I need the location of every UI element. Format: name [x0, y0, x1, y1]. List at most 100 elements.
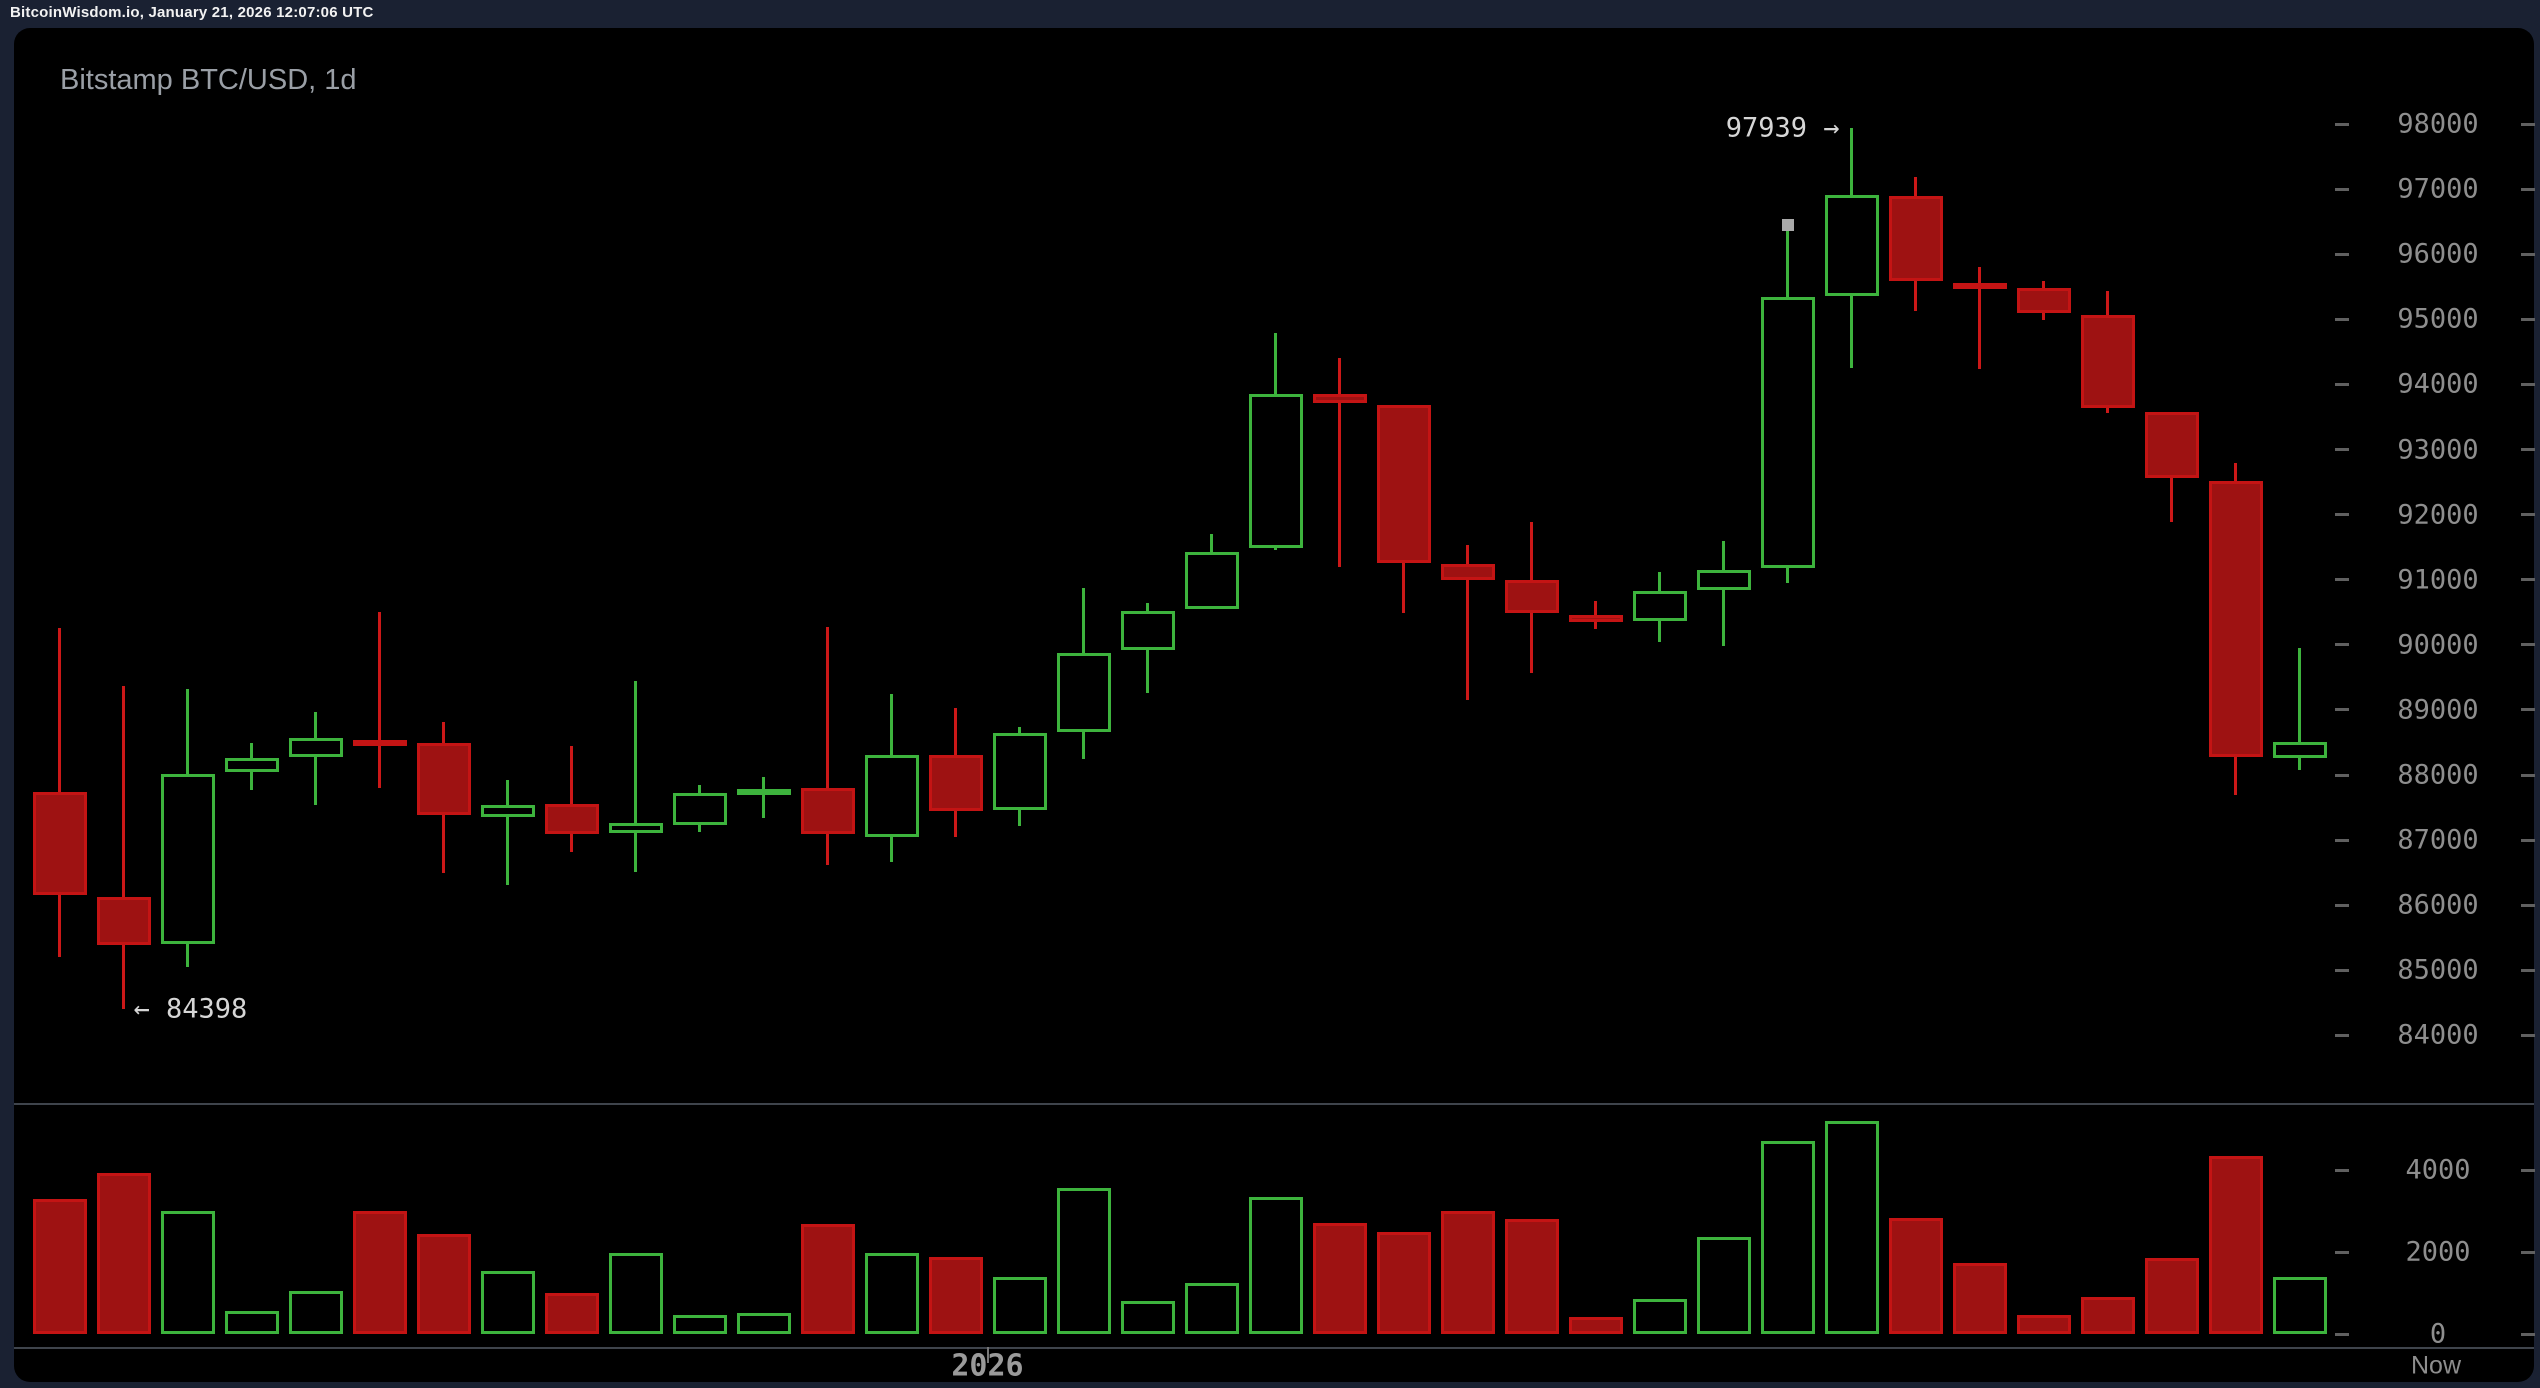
volume-bar	[992, 1277, 1047, 1334]
price-axis-label: 84000	[2397, 1019, 2479, 1051]
price-axis-label: 87000	[2397, 824, 2479, 856]
volume-bar	[544, 1293, 599, 1334]
candle-body	[2272, 741, 2327, 759]
price-axis-tick	[2335, 773, 2349, 777]
price-axis-tick	[2335, 838, 2349, 842]
volume-bar	[1120, 1301, 1175, 1334]
price-axis-tick	[2521, 513, 2535, 517]
price-axis-tick	[2335, 1033, 2349, 1037]
volume-axis-tick	[2521, 1250, 2535, 1254]
candle-body	[1760, 297, 1815, 568]
header-bar: BitcoinWisdom.io, January 21, 2026 12:07…	[0, 0, 2540, 28]
low-price-annotation: ← 84398	[133, 993, 248, 1025]
candle-wick	[1338, 358, 1341, 568]
price-axis-tick	[2521, 838, 2535, 842]
chart-card[interactable]: Bitstamp BTC/USD, 1d	[14, 28, 2534, 1382]
candle-wick	[378, 612, 381, 789]
price-axis-tick	[2335, 513, 2349, 517]
price-axis-tick	[2335, 122, 2349, 126]
candle-wick	[634, 681, 637, 872]
volume-bar	[352, 1211, 407, 1334]
candle-body	[1568, 614, 1623, 622]
candle-wick	[826, 627, 829, 865]
price-axis-tick	[2521, 448, 2535, 451]
price-axis-tick	[2521, 643, 2535, 647]
price-axis-label: 92000	[2397, 499, 2479, 531]
price-axis-tick	[2521, 1033, 2535, 1037]
candle-wick	[314, 711, 317, 805]
price-axis-tick	[2521, 968, 2535, 972]
volume-axis-label: 4000	[2405, 1154, 2471, 1186]
volume-bar	[1760, 1140, 1815, 1334]
volume-bar	[1504, 1219, 1559, 1334]
volume-bar	[224, 1311, 279, 1334]
candle-body	[2144, 411, 2199, 479]
price-axis-label: 98000	[2397, 108, 2479, 140]
volume-bar	[1184, 1283, 1239, 1334]
volume-bar	[1824, 1121, 1879, 1334]
price-axis-label: 90000	[2397, 629, 2479, 661]
price-axis-tick	[2521, 317, 2535, 321]
volume-bar	[1248, 1197, 1303, 1334]
volume-bar	[288, 1290, 343, 1334]
volume-bar	[480, 1270, 535, 1334]
candle-body	[1504, 579, 1559, 613]
order-marker-square[interactable]	[1781, 218, 1794, 231]
candle-body	[608, 823, 663, 833]
price-axis-tick	[2521, 382, 2535, 386]
volume-axis-tick	[2521, 1168, 2535, 1172]
price-axis-tick	[2521, 773, 2535, 777]
price-axis-tick	[2521, 122, 2535, 126]
price-axis-tick	[2335, 382, 2349, 386]
volume-axis-tick	[2335, 1168, 2349, 1172]
volume-bar	[1568, 1317, 1623, 1334]
candle-body	[1120, 610, 1175, 650]
volume-bar	[736, 1313, 791, 1334]
volume-bar	[800, 1224, 855, 1334]
year-boundary-tick	[986, 1347, 989, 1363]
candle-wick	[506, 780, 509, 885]
candle-body	[352, 739, 407, 746]
volume-bottom-border	[14, 1347, 2534, 1349]
price-axis-label: 95000	[2397, 303, 2479, 335]
candle-body	[544, 804, 599, 835]
price-axis-label: 91000	[2397, 564, 2479, 596]
volume-bar	[2016, 1315, 2071, 1334]
price-axis-label: 86000	[2397, 889, 2479, 921]
candle-body	[2208, 480, 2263, 757]
price-volume-separator	[14, 1103, 2534, 1105]
candle-body	[224, 758, 279, 772]
volume-bar	[96, 1172, 151, 1334]
price-axis-label: 93000	[2397, 434, 2479, 465]
price-axis-tick	[2335, 643, 2349, 647]
candle-body	[1056, 653, 1111, 733]
volume-bar	[2080, 1297, 2135, 1334]
volume-bar	[1952, 1263, 2007, 1334]
candle-body	[1888, 196, 1943, 281]
volume-bar	[2272, 1277, 2327, 1334]
candle-body	[416, 743, 471, 816]
price-axis-label: 96000	[2397, 238, 2479, 270]
candle-wick	[1722, 540, 1725, 647]
candle-body	[1696, 569, 1751, 591]
volume-bar	[1312, 1222, 1367, 1334]
candle-body	[672, 793, 727, 826]
header-clock-title: BitcoinWisdom.io, January 21, 2026 12:07…	[10, 4, 374, 21]
candle-wick	[570, 746, 573, 852]
high-price-annotation: 97939 →	[1725, 112, 1840, 144]
volume-axis-tick	[2335, 1250, 2349, 1254]
candle-body	[2080, 315, 2135, 408]
candle-body	[800, 788, 855, 835]
candle-body	[736, 788, 791, 795]
price-axis-tick	[2521, 187, 2535, 191]
price-axis-label: 89000	[2397, 694, 2479, 726]
volume-bar	[160, 1211, 215, 1334]
price-axis-tick	[2521, 578, 2535, 582]
candle-body	[928, 754, 983, 811]
price-axis-label: 88000	[2397, 759, 2479, 791]
candle-body	[1248, 394, 1303, 548]
